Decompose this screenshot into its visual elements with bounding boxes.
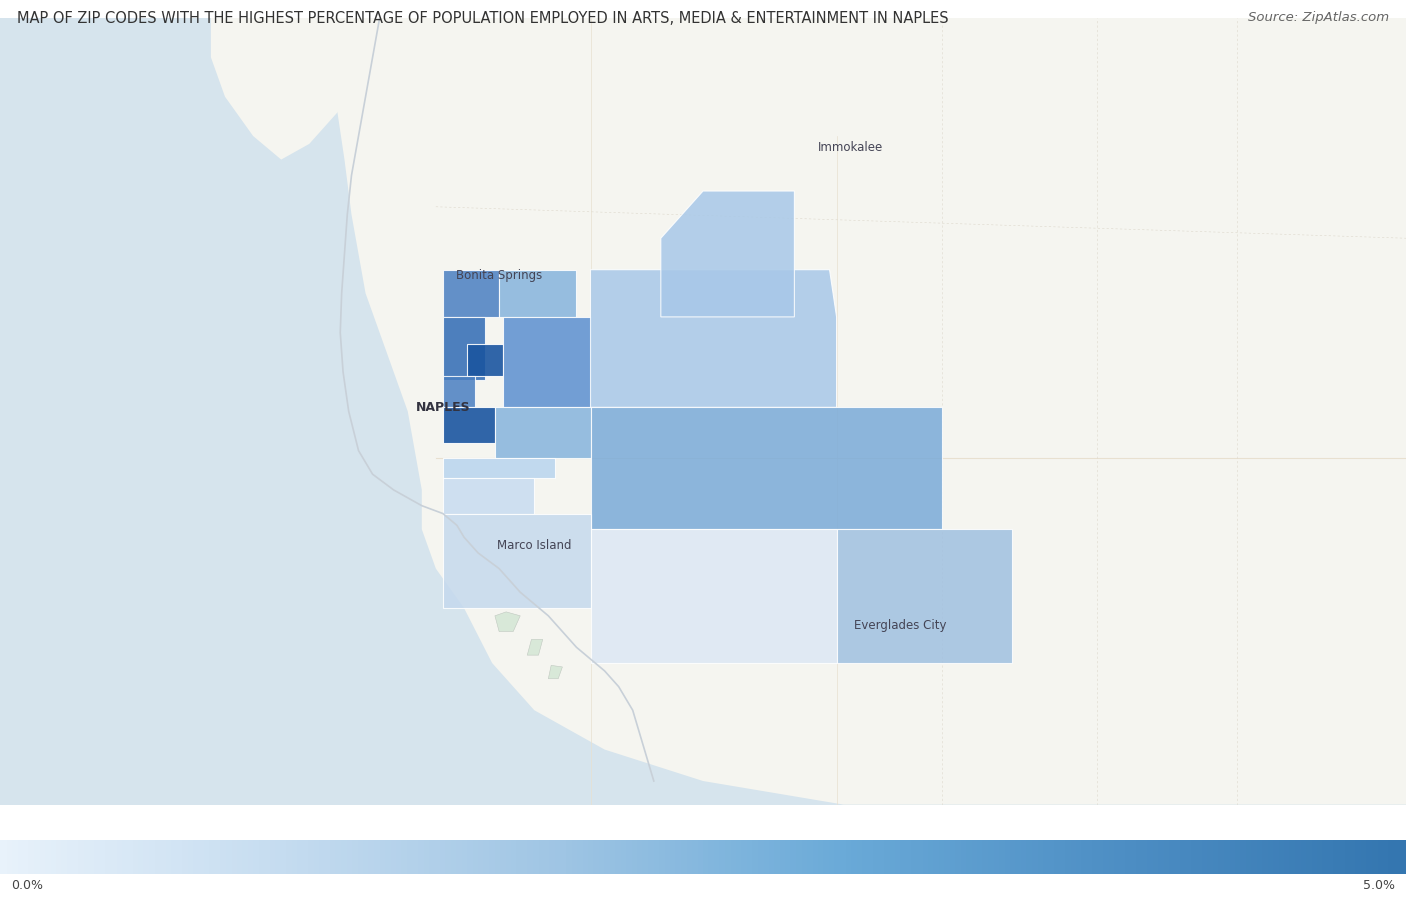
Polygon shape (443, 376, 475, 407)
Text: 5.0%: 5.0% (1362, 879, 1395, 892)
Text: Bonita Springs: Bonita Springs (456, 270, 543, 282)
Polygon shape (837, 530, 1012, 663)
Polygon shape (591, 407, 942, 530)
Text: NAPLES: NAPLES (416, 401, 470, 414)
Polygon shape (443, 458, 555, 478)
Polygon shape (337, 18, 1406, 805)
Polygon shape (211, 18, 380, 160)
Text: 0.0%: 0.0% (11, 879, 44, 892)
Polygon shape (495, 612, 520, 631)
Text: Everglades City: Everglades City (853, 619, 946, 632)
Polygon shape (591, 270, 837, 407)
Polygon shape (499, 270, 576, 317)
Polygon shape (467, 344, 503, 376)
Polygon shape (661, 191, 794, 317)
Polygon shape (443, 513, 591, 608)
Polygon shape (495, 407, 591, 458)
Text: Marco Island: Marco Island (498, 539, 571, 551)
Polygon shape (548, 665, 562, 679)
Polygon shape (443, 317, 485, 379)
Polygon shape (527, 639, 543, 655)
Polygon shape (443, 407, 495, 443)
Text: Immokalee: Immokalee (818, 141, 883, 155)
Polygon shape (591, 530, 837, 663)
Text: MAP OF ZIP CODES WITH THE HIGHEST PERCENTAGE OF POPULATION EMPLOYED IN ARTS, MED: MAP OF ZIP CODES WITH THE HIGHEST PERCEN… (17, 11, 949, 26)
Polygon shape (443, 270, 499, 317)
Polygon shape (503, 317, 591, 407)
Text: Source: ZipAtlas.com: Source: ZipAtlas.com (1249, 11, 1389, 23)
Polygon shape (443, 478, 534, 513)
